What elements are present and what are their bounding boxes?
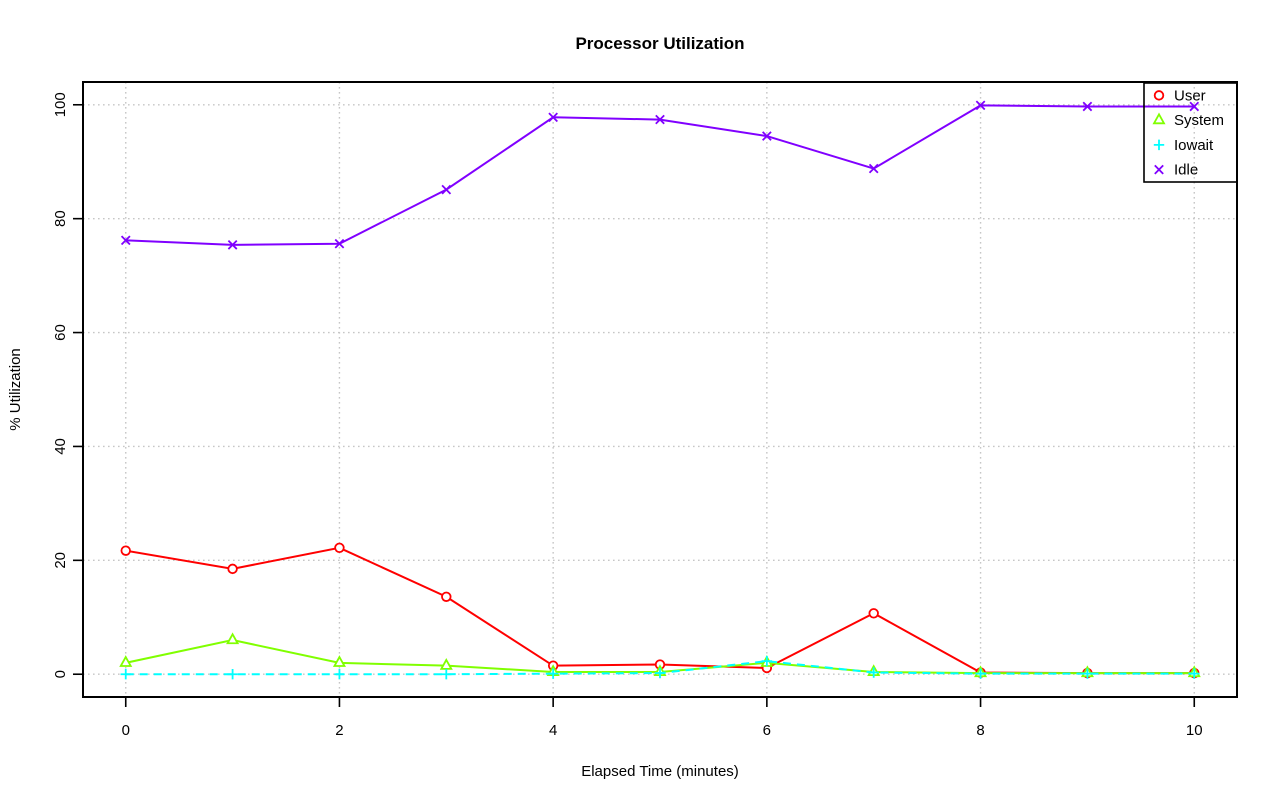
x-marker xyxy=(762,131,772,141)
circle-marker xyxy=(334,542,345,554)
legend-label-user: User xyxy=(1174,87,1206,104)
x-marker xyxy=(655,114,665,125)
x-marker xyxy=(120,235,131,246)
plus-marker xyxy=(334,669,345,680)
triangle-marker xyxy=(1152,112,1166,125)
x-marker xyxy=(334,238,345,249)
x-axis-tick-label: 10 xyxy=(1186,722,1203,739)
x-marker xyxy=(441,184,452,195)
y-axis-tick-label: 80 xyxy=(52,210,69,227)
y-axis-tick-label: 40 xyxy=(52,438,69,455)
plus-marker xyxy=(227,669,238,680)
x-marker xyxy=(1154,164,1164,175)
plus-marker xyxy=(761,655,773,667)
plus-marker xyxy=(975,668,986,679)
legend-label-system: System xyxy=(1174,112,1224,129)
x-axis-tick-label: 8 xyxy=(976,722,984,739)
plus-marker xyxy=(868,667,879,678)
plus-marker xyxy=(1082,668,1093,679)
plus-marker xyxy=(1189,668,1200,679)
chart-title: Processor Utilization xyxy=(575,34,744,53)
y-axis-tick-label: 60 xyxy=(52,324,69,341)
x-marker xyxy=(227,240,238,250)
circle-marker xyxy=(868,608,879,619)
x-marker xyxy=(548,112,558,123)
plot-border xyxy=(82,81,1238,698)
plus-marker xyxy=(120,669,131,680)
circle-marker xyxy=(120,545,131,556)
circle-marker xyxy=(1153,90,1165,101)
x-axis-tick-label: 0 xyxy=(122,722,130,739)
legend: User System Iowait Idle xyxy=(1143,82,1238,183)
series-iowait xyxy=(120,655,1200,680)
plus-marker xyxy=(441,669,452,680)
x-axis-tick-label: 6 xyxy=(763,722,771,739)
series-idle xyxy=(120,100,1200,250)
x-marker xyxy=(975,100,986,111)
x-marker xyxy=(1082,101,1093,112)
plus-marker xyxy=(547,668,559,679)
y-axis-tick-label: 100 xyxy=(52,92,69,117)
legend-label-idle: Idle xyxy=(1174,162,1198,179)
circle-marker xyxy=(227,563,238,575)
triangle-marker xyxy=(439,658,453,670)
x-marker xyxy=(1189,101,1200,112)
triangle-marker xyxy=(332,655,346,667)
x-marker xyxy=(868,163,879,174)
plus-marker xyxy=(654,667,666,679)
triangle-marker xyxy=(226,632,240,645)
circle-marker xyxy=(441,591,452,602)
x-axis-tick-label: 4 xyxy=(549,722,557,739)
y-axis-tick-label: 20 xyxy=(52,552,69,569)
x-axis-label: Elapsed Time (minutes) xyxy=(581,763,739,780)
legend-box xyxy=(1143,82,1238,183)
legend-label-iowait: Iowait xyxy=(1174,137,1214,154)
y-axis-label: % Utilization xyxy=(7,348,24,431)
y-axis-tick-label: 0 xyxy=(52,670,69,678)
triangle-marker xyxy=(119,655,133,667)
x-axis-tick-label: 2 xyxy=(335,722,343,739)
plus-marker xyxy=(1153,139,1165,151)
